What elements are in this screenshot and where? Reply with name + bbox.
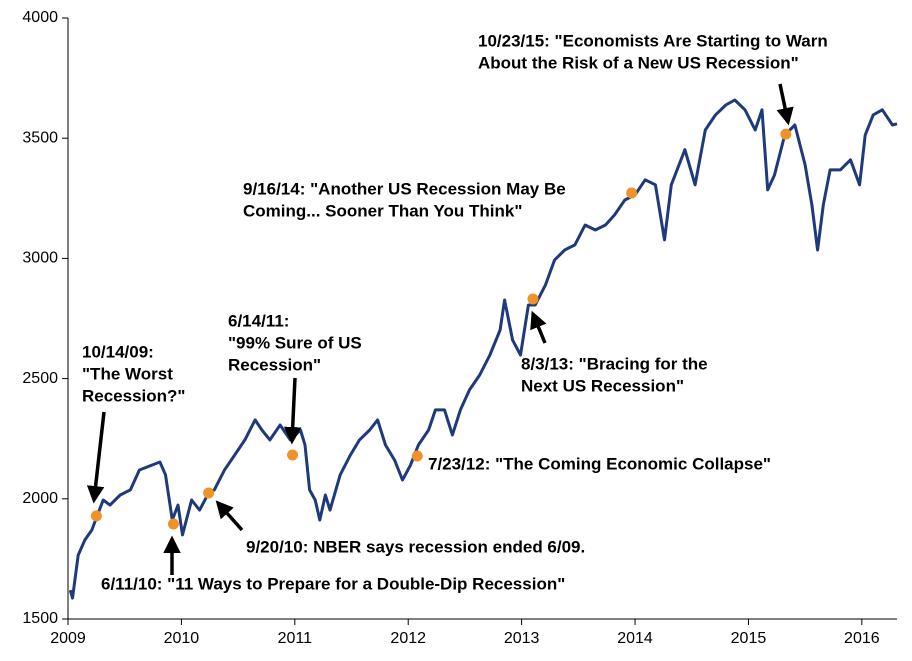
annotation-point [411,450,423,462]
y-tick-label: 3500 [22,129,58,146]
annotation-arrow [215,500,244,532]
annotation-text: 6/11/10: "11 Ways to Prepare for a Doubl… [101,574,565,593]
annotation-arrow [86,411,106,504]
x-tick-label: 2009 [50,630,86,647]
annotation-point [626,187,638,199]
y-tick-label: 2000 [22,490,58,507]
annotation-text: 8/3/13: "Bracing for the [521,354,708,373]
x-tick-label: 2016 [844,630,880,647]
x-tick-label: 2012 [390,630,426,647]
annotation-point [203,487,215,499]
x-tick-label: 2011 [278,630,313,647]
annotation-text: 9/20/10: NBER says recession ended 6/09. [246,537,585,556]
annotation-text: About the Risk of a New US Recession" [478,53,799,72]
annotation-text: Coming... Sooner Than You Think" [243,201,522,220]
annotation-point [287,449,299,461]
x-tick-label: 2010 [164,630,200,647]
y-tick-label: 2500 [22,370,58,387]
annotation-point [527,293,539,305]
y-tick-label: 3000 [22,250,58,267]
x-tick-label: 2015 [731,630,767,647]
annotation-arrow [283,377,302,445]
x-tick-label: 2014 [617,630,653,647]
annotation-text: 10/23/15: "Economists Are Starting to Wa… [478,31,828,50]
annotation-arrow [530,310,547,344]
annotation-point [167,518,179,530]
annotation-text: "99% Sure of US [228,333,362,352]
price-line [68,98,898,600]
x-tick-label: 2013 [504,630,540,647]
annotation-text: "The Worst [82,364,173,383]
annotation-text: Recession?" [82,386,186,405]
annotation-text: Next US Recession" [521,376,684,395]
y-tick-label: 1500 [22,610,58,627]
annotation-point [780,128,792,140]
annotation-point [90,510,102,522]
annotation-text: 6/14/11: [228,311,289,330]
annotation-text: 7/23/12: "The Coming Economic Collapse" [428,454,771,473]
y-tick-label: 4000 [22,9,58,26]
annotation-arrow [776,83,794,126]
annotation-text: 9/16/14: "Another US Recession May Be [243,179,566,198]
annotation-text: Recession" [228,355,321,374]
annotation-text: 10/14/09: [82,342,154,361]
